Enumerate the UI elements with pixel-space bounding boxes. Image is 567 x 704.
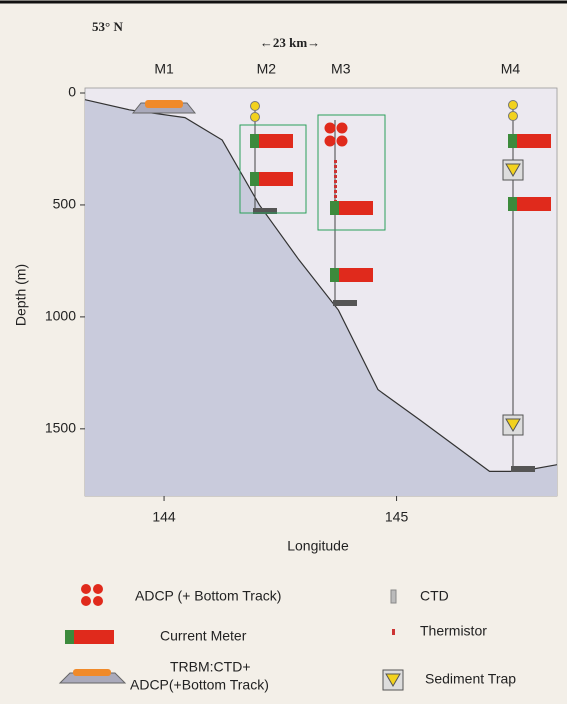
adcp	[337, 136, 348, 147]
thermistor	[334, 185, 337, 188]
legend-label: ADCP (+ Bottom Track)	[135, 588, 281, 604]
current-meter-red	[259, 134, 293, 148]
legend-label: Thermistor	[420, 623, 487, 639]
y-tick-label: 500	[53, 196, 77, 212]
thermistor	[334, 180, 337, 183]
float	[509, 101, 518, 110]
thermistor	[334, 160, 337, 163]
x-axis-label: Longitude	[287, 538, 349, 554]
x-tick-label: 144	[152, 509, 176, 525]
current-meter-green	[330, 201, 339, 215]
current-meter-red	[339, 268, 373, 282]
mooring-label: M1	[154, 61, 174, 77]
legend-adcp	[81, 584, 91, 594]
y-tick-label: 1500	[45, 420, 76, 436]
y-axis-label: Depth (m)	[13, 264, 29, 326]
current-meter-red	[517, 134, 551, 148]
y-tick-label: 0	[68, 84, 76, 100]
thermistor	[334, 175, 337, 178]
legend-label: ADCP(+Bottom Track)	[130, 677, 269, 693]
current-meter-green	[250, 134, 259, 148]
current-meter-green	[508, 197, 517, 211]
distance-note: ←23 km→	[260, 35, 320, 50]
legend-adcp	[81, 596, 91, 606]
page: 53° N ←23 km→ Longitude Depth (m) 0 500 10…	[0, 0, 567, 704]
float	[251, 102, 260, 111]
thermistor	[334, 190, 337, 193]
legend-label: Sediment Trap	[425, 671, 516, 687]
chart: 53° N ←23 km→ Longitude Depth (m) 0 500 10…	[0, 0, 567, 704]
legend-red	[74, 630, 114, 644]
adcp	[325, 123, 336, 134]
anchor	[333, 300, 357, 306]
legend-trbm-top	[73, 669, 111, 676]
current-meter-red	[517, 197, 551, 211]
legend-label: TRBM:CTD+	[170, 659, 251, 675]
float	[251, 113, 260, 122]
legend-ctd	[391, 590, 396, 603]
current-meter-red	[259, 172, 293, 186]
legend-adcp	[93, 584, 103, 594]
current-meter-red	[339, 201, 373, 215]
adcp	[325, 136, 336, 147]
y-tick-label: 1000	[45, 308, 76, 324]
legend-label: Current Meter	[160, 628, 247, 644]
legend-adcp	[93, 596, 103, 606]
mooring-label: M3	[331, 61, 351, 77]
current-meter-green	[330, 268, 339, 282]
legend-thermistor	[392, 629, 395, 635]
current-meter-green	[250, 172, 259, 186]
legend-green	[65, 630, 74, 644]
current-meter-green	[508, 134, 517, 148]
float	[509, 112, 518, 121]
mooring-label: M2	[257, 61, 277, 77]
adcp	[337, 123, 348, 134]
legend-label: CTD	[420, 588, 449, 604]
thermistor	[334, 195, 337, 198]
anchor	[511, 466, 535, 472]
latitude-label: 53° N	[92, 19, 123, 34]
x-tick-label: 145	[385, 509, 409, 525]
trbm-top	[145, 100, 183, 108]
mooring-label: M4	[501, 61, 521, 77]
thermistor	[334, 170, 337, 173]
thermistor	[334, 165, 337, 168]
